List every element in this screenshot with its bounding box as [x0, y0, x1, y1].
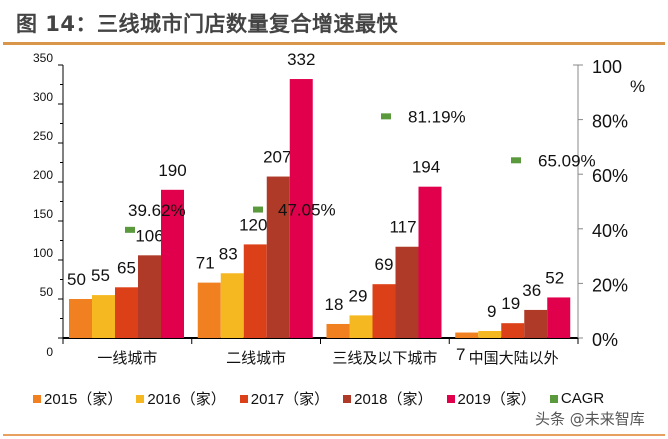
- bottom-divider: [3, 434, 665, 436]
- watermark: 头条 @未来智库: [535, 410, 645, 428]
- x-category-label: 三线及以下城市: [332, 350, 437, 367]
- bar-data-label: 71: [196, 254, 215, 273]
- right-tick-label: 60%: [592, 166, 628, 186]
- cagr-data-label: 47.05%: [278, 201, 336, 220]
- left-tick-label: 50: [40, 285, 54, 299]
- bar: [92, 295, 115, 338]
- bar: [220, 273, 244, 338]
- legend-swatch: [446, 394, 455, 403]
- legend-label: 2017（家）: [250, 391, 330, 408]
- left-tick-label: 300: [33, 90, 53, 104]
- cagr-point: [125, 226, 135, 233]
- legend-swatch: [549, 394, 558, 403]
- bar: [161, 189, 184, 338]
- bar: [197, 282, 221, 338]
- left-tick-label: 150: [33, 207, 53, 221]
- legend-label: CAGR: [560, 390, 605, 407]
- bar-data-label: 65: [117, 258, 136, 277]
- bar: [372, 284, 396, 338]
- bar: [326, 323, 350, 338]
- chart-title: 图 14：三线城市门店数量复合增速最快: [16, 12, 399, 36]
- bar-data-label: 117: [389, 218, 416, 237]
- bar: [501, 323, 525, 338]
- bar: [418, 186, 442, 338]
- legend-swatch: [33, 394, 41, 403]
- legend-label: 2018（家）: [354, 391, 433, 408]
- bar-data-label: 194: [412, 158, 440, 177]
- left-tick-label: 350: [33, 51, 53, 65]
- cagr-point: [511, 157, 521, 164]
- left-tick-label: 250: [33, 129, 53, 143]
- bar: [455, 332, 479, 338]
- bar-data-label: 29: [349, 286, 368, 305]
- legend-label: 2015（家）: [44, 391, 123, 408]
- right-tick-label: 100: [592, 57, 622, 77]
- bar-data-label: 19: [501, 294, 520, 313]
- bar-data-label: 83: [219, 244, 238, 263]
- cagr-data-label: 65.09%: [538, 151, 596, 170]
- left-tick-label: 0: [46, 345, 53, 359]
- legend-swatch: [136, 394, 145, 403]
- right-axis-unit: %: [630, 77, 645, 96]
- x-category-label: 中国大陆以外: [469, 350, 559, 367]
- bar-data-label: 50: [67, 270, 86, 289]
- top-divider: [3, 42, 665, 45]
- bar-data-label: 106: [135, 226, 163, 245]
- bar-data-label: 190: [158, 161, 186, 180]
- bar-data-label: 36: [522, 281, 541, 300]
- bar: [478, 330, 502, 338]
- bar: [289, 79, 313, 338]
- bar: [266, 176, 290, 338]
- cagr-point: [381, 113, 391, 120]
- legend-item: 2019（家）: [446, 388, 536, 409]
- legend-item: 2016（家）: [136, 388, 226, 409]
- x-category-label: 一线城市: [97, 350, 157, 367]
- legend-item: 2015（家）: [33, 388, 122, 409]
- bar-data-label: 207: [263, 148, 291, 167]
- bar: [115, 287, 138, 338]
- bar-data-label: 52: [545, 268, 564, 287]
- legend-label: 2019（家）: [457, 391, 536, 408]
- cagr-point: [253, 206, 263, 213]
- bar-data-label: 332: [287, 50, 315, 69]
- right-tick-label: 0%: [592, 330, 618, 350]
- right-tick-label: 40%: [592, 221, 628, 241]
- right-tick-label: 80%: [592, 112, 628, 132]
- bar-data-label: 120: [239, 215, 267, 234]
- bar: [395, 246, 419, 338]
- bar-data-label: 7: [456, 345, 465, 364]
- bar: [138, 255, 161, 338]
- cagr-data-label: 81.19%: [408, 107, 466, 126]
- cagr-data-label: 39.62%: [128, 201, 186, 220]
- legend-item: 2017（家）: [239, 388, 330, 409]
- bar-data-label: 9: [487, 302, 496, 321]
- legend-label: 2016（家）: [147, 391, 226, 408]
- left-tick-label: 100: [33, 246, 53, 260]
- right-tick-label: 20%: [592, 275, 628, 295]
- bar: [547, 297, 571, 338]
- bar: [349, 315, 373, 338]
- legend-swatch: [343, 394, 352, 403]
- bar: [243, 244, 267, 338]
- bar-data-label: 69: [375, 255, 394, 274]
- left-tick-label: 200: [33, 168, 53, 182]
- legend-item: 2018（家）: [343, 388, 433, 409]
- x-category-label: 二线城市: [226, 350, 286, 367]
- bar-data-label: 18: [325, 295, 344, 314]
- bar-data-label: 55: [91, 266, 110, 285]
- legend-swatch: [239, 394, 248, 403]
- bar: [524, 309, 548, 338]
- legend-item: CAGR: [549, 390, 605, 407]
- legend: 2015（家） 2016（家） 2017（家） 2018（家） 2019（家） CAGR: [33, 388, 618, 409]
- bar: [69, 299, 92, 338]
